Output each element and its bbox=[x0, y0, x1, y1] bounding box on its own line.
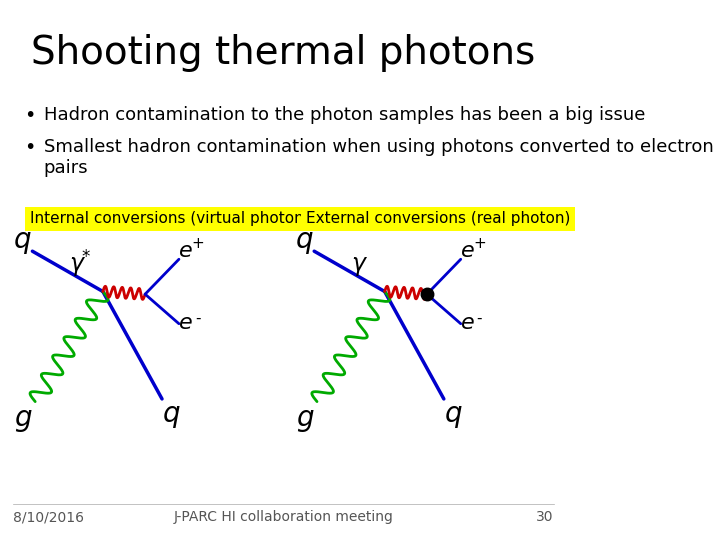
Text: J-PARC HI collaboration meeting: J-PARC HI collaboration meeting bbox=[174, 510, 393, 524]
Text: Internal conversions (virtual photon): Internal conversions (virtual photon) bbox=[30, 212, 309, 226]
Text: *: * bbox=[82, 247, 90, 266]
Text: e: e bbox=[179, 241, 193, 261]
Text: +: + bbox=[191, 235, 204, 251]
Text: g: g bbox=[296, 404, 313, 432]
Text: +: + bbox=[473, 235, 486, 251]
Text: -: - bbox=[477, 311, 482, 326]
Text: q: q bbox=[296, 226, 313, 254]
Text: 30: 30 bbox=[536, 510, 554, 524]
Text: $\gamma$: $\gamma$ bbox=[351, 254, 368, 278]
Text: •: • bbox=[24, 138, 35, 157]
Text: •: • bbox=[24, 106, 35, 125]
Text: g: g bbox=[14, 404, 32, 432]
Text: Shooting thermal photons: Shooting thermal photons bbox=[31, 33, 536, 72]
Text: q: q bbox=[14, 226, 32, 254]
Text: Smallest hadron contamination when using photons converted to electron
pairs: Smallest hadron contamination when using… bbox=[44, 138, 714, 177]
Text: -: - bbox=[195, 311, 200, 326]
Text: 8/10/2016: 8/10/2016 bbox=[13, 510, 84, 524]
Text: q: q bbox=[445, 400, 462, 428]
Text: Hadron contamination to the photon samples has been a big issue: Hadron contamination to the photon sampl… bbox=[44, 106, 645, 124]
Text: e: e bbox=[462, 313, 475, 333]
Text: q: q bbox=[163, 400, 181, 428]
Text: e: e bbox=[179, 313, 193, 333]
Text: e: e bbox=[462, 241, 475, 261]
Text: External conversions (real photon): External conversions (real photon) bbox=[306, 212, 570, 226]
Text: $\gamma$: $\gamma$ bbox=[69, 254, 86, 278]
